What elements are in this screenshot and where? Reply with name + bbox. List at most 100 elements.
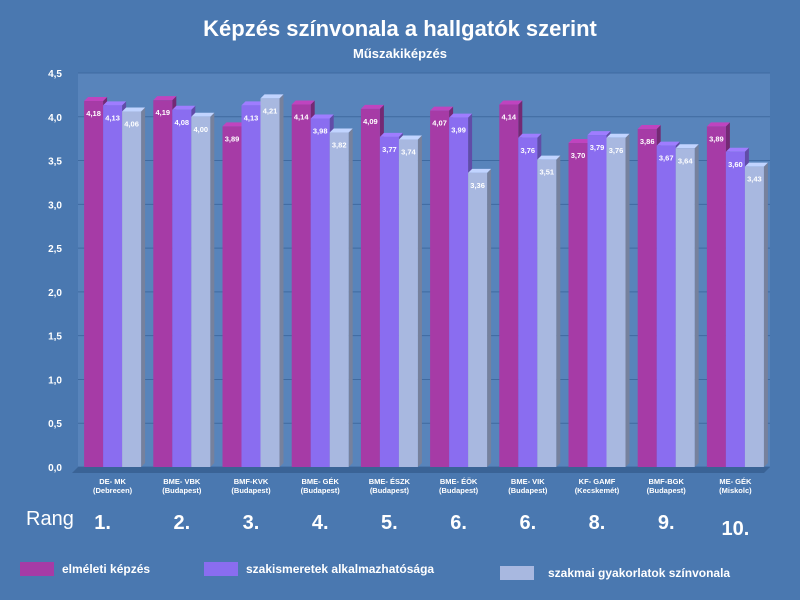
x-tick-sublabel: (Debrecen) bbox=[93, 486, 133, 495]
bar-top bbox=[310, 114, 334, 119]
data-label: 4,07 bbox=[432, 119, 447, 128]
y-tick-label: 1,0 bbox=[48, 375, 62, 386]
chart-title: Képzés színvonala a hallgatók szerint bbox=[203, 16, 597, 41]
data-label: 3,89 bbox=[709, 134, 724, 143]
bar bbox=[499, 104, 519, 468]
bar-top bbox=[84, 97, 108, 102]
bar-top bbox=[241, 101, 265, 106]
y-tick-label: 0,0 bbox=[48, 463, 62, 474]
bar-side bbox=[694, 144, 699, 467]
bar bbox=[468, 172, 488, 467]
bar bbox=[172, 109, 192, 468]
x-tick-sublabel: (Miskolc) bbox=[719, 486, 752, 495]
data-label: 3,67 bbox=[659, 154, 674, 163]
bar bbox=[606, 137, 626, 467]
bar-side bbox=[487, 168, 492, 467]
x-tick-sublabel: (Budapest) bbox=[162, 486, 202, 495]
data-label: 3,70 bbox=[571, 151, 586, 160]
bar-top bbox=[430, 106, 454, 111]
y-tick-label: 3,5 bbox=[48, 157, 62, 168]
data-label: 3,79 bbox=[590, 143, 605, 152]
bar bbox=[122, 111, 142, 467]
data-label: 4,21 bbox=[263, 106, 278, 115]
y-tick-label: 4,5 bbox=[48, 69, 62, 80]
data-label: 4,14 bbox=[294, 113, 309, 122]
y-tick-label: 2,5 bbox=[48, 244, 62, 255]
data-label: 3,99 bbox=[451, 126, 466, 135]
data-label: 3,36 bbox=[470, 181, 485, 190]
x-tick-label: BMF-KVK bbox=[234, 477, 269, 486]
bar-top bbox=[260, 94, 284, 99]
bar-top bbox=[744, 162, 768, 167]
x-tick-label: BME- VBK bbox=[163, 477, 201, 486]
bar bbox=[656, 145, 676, 467]
x-tick-label: KF- GAMF bbox=[579, 477, 616, 486]
rank-value: 5. bbox=[381, 512, 398, 534]
bar bbox=[568, 143, 588, 468]
bar bbox=[518, 137, 538, 467]
y-tick-label: 4,0 bbox=[48, 113, 62, 124]
legend-swatch-gyakorlatok bbox=[500, 566, 534, 580]
data-label: 3,89 bbox=[225, 134, 240, 143]
bar-top bbox=[398, 135, 422, 140]
data-label: 3,60 bbox=[728, 160, 743, 169]
data-label: 4,19 bbox=[155, 108, 170, 117]
rank-value: 8. bbox=[588, 512, 606, 534]
y-tick-label: 2,0 bbox=[48, 288, 62, 299]
bar bbox=[360, 108, 380, 468]
bar-top bbox=[706, 122, 730, 127]
y-tick-label: 3,0 bbox=[48, 200, 62, 211]
x-tick-sublabel: (Kecskemét) bbox=[575, 486, 620, 495]
y-tick-label: 0,5 bbox=[48, 419, 62, 430]
rank-value: 10. bbox=[721, 518, 750, 540]
x-tick-sublabel: (Budapest) bbox=[370, 486, 410, 495]
data-label: 4,09 bbox=[363, 117, 378, 126]
data-label: 3,77 bbox=[382, 145, 397, 154]
bar-top bbox=[329, 128, 353, 133]
bar-side bbox=[279, 94, 284, 467]
x-tick-sublabel: (Budapest) bbox=[647, 486, 687, 495]
bar-top bbox=[379, 132, 403, 137]
bar-top bbox=[222, 122, 246, 127]
bar bbox=[706, 126, 726, 468]
x-tick-sublabel: (Budapest) bbox=[301, 486, 341, 495]
data-label: 3,98 bbox=[313, 127, 328, 136]
data-label: 3,51 bbox=[539, 168, 554, 177]
bar bbox=[637, 129, 657, 467]
bar-top bbox=[153, 96, 177, 101]
bar-top bbox=[518, 133, 542, 138]
bar-side bbox=[348, 128, 353, 467]
bar bbox=[398, 139, 418, 467]
bar-top bbox=[468, 168, 492, 173]
bar bbox=[430, 110, 450, 467]
bar-side bbox=[556, 155, 561, 467]
legend-label-gyakorlatok: szakmai gyakorlatok színvonala bbox=[548, 566, 731, 580]
bar bbox=[675, 148, 695, 467]
data-label: 3,64 bbox=[678, 156, 693, 165]
data-label: 3,74 bbox=[401, 148, 416, 157]
rank-value: 9. bbox=[657, 512, 675, 534]
x-tick-sublabel: (Budapest) bbox=[231, 486, 271, 495]
x-tick-label: BME- GÉK bbox=[301, 477, 339, 486]
legend-swatch-szakismeretek bbox=[204, 562, 238, 576]
bar bbox=[153, 100, 173, 468]
data-label: 4,06 bbox=[124, 120, 139, 129]
bar-top bbox=[449, 113, 473, 118]
bar bbox=[329, 132, 349, 467]
data-label: 4,18 bbox=[86, 109, 101, 118]
data-label: 4,14 bbox=[501, 113, 516, 122]
legend-swatch-elmeleti bbox=[20, 562, 54, 576]
x-tick-label: BMF-BGK bbox=[648, 477, 684, 486]
x-tick-label: ME- GÉK bbox=[719, 477, 752, 486]
bar-side bbox=[625, 133, 630, 467]
bar-side bbox=[210, 112, 215, 468]
x-tick-sublabel: (Budapest) bbox=[508, 486, 548, 495]
rank-value: 2. bbox=[173, 512, 191, 534]
rank-value: 1. bbox=[94, 512, 111, 534]
bar bbox=[84, 101, 104, 468]
bar-side bbox=[417, 135, 422, 467]
bar bbox=[744, 166, 764, 467]
bar-top bbox=[606, 133, 630, 138]
x-tick-label: DE- MK bbox=[99, 477, 126, 486]
